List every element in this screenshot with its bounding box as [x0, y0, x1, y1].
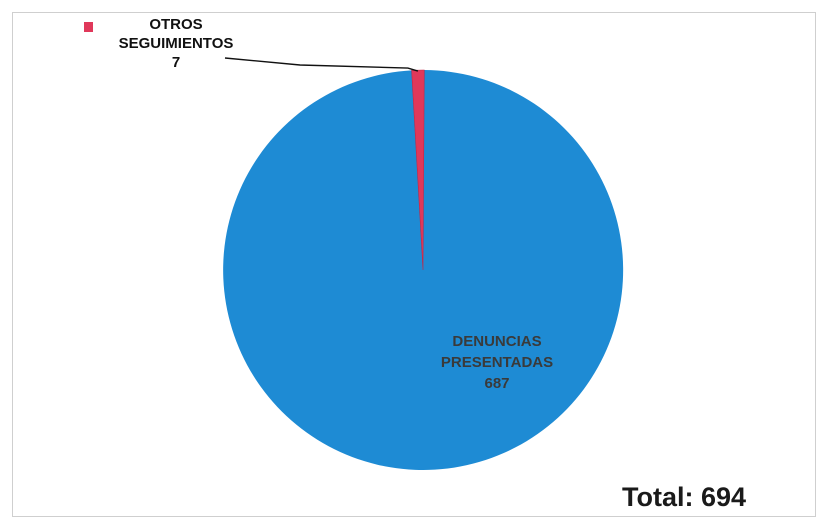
slice-label-line: DENUNCIAS	[452, 333, 541, 350]
slice-label-line: OTROS	[149, 16, 202, 33]
leader-layer	[224, 57, 419, 72]
slice-label-denuncias-presentadas: DENUNCIAS PRESENTADAS 687	[441, 333, 553, 392]
slice-label-otros-seguimientos: OTROS SEGUIMIENTOS 7	[119, 16, 234, 71]
slice-label-line: 687	[484, 375, 509, 392]
slice-label-line: SEGUIMIENTOS	[119, 35, 234, 52]
slices-layer	[223, 69, 624, 470]
slice-label-line: 7	[172, 54, 180, 71]
slice-label-line: PRESENTADAS	[441, 354, 553, 371]
leader-line-otros-seguimientos	[224, 57, 419, 72]
labels-layer: DENUNCIAS PRESENTADAS 687 OTROS SEGUIMIENTOS…	[84, 16, 553, 392]
total-label: Total: 694	[622, 482, 746, 512]
legend-key-otros-seguimientos	[84, 22, 93, 32]
pie-slice-otros-seguimientos	[411, 69, 425, 271]
